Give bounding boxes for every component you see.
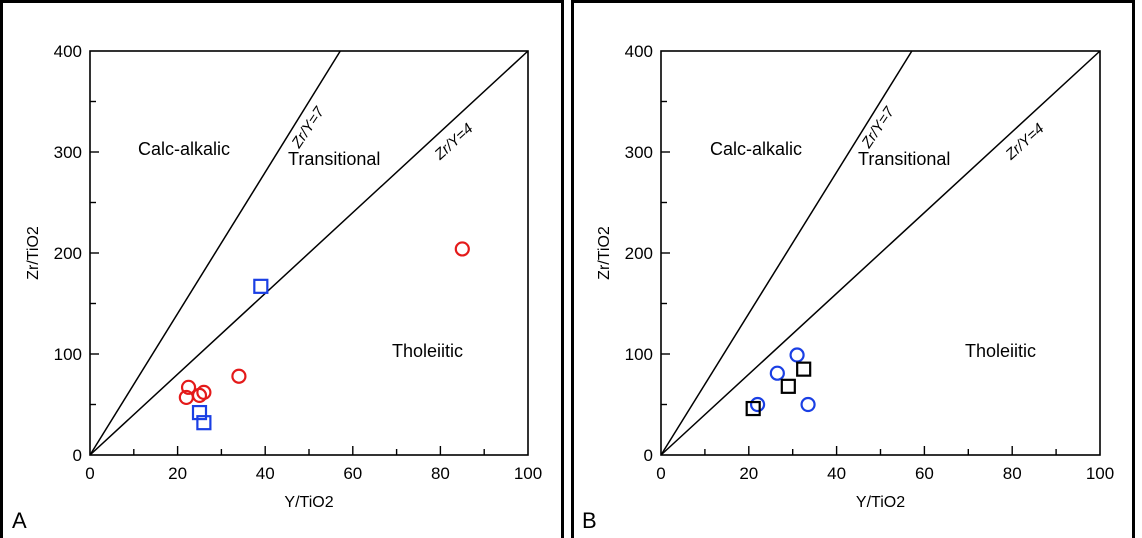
panel-b-data-point-square <box>796 361 812 377</box>
panel-a-y-tick-label: 200 <box>54 244 82 263</box>
panel-a-x-tick-label: 0 <box>85 464 94 483</box>
panel-a-x-tick-label: 20 <box>168 464 187 483</box>
panel-b-data-point-square <box>780 378 796 394</box>
panel-a-data-point-circle <box>196 384 212 400</box>
panel-a-y-tick-label: 100 <box>54 345 82 364</box>
panel-b-x-tick-label: 20 <box>739 464 758 483</box>
panel-b-boundary-label: Zr/Y=4 <box>1002 120 1048 164</box>
panel-a-boundary-label: Zr/Y=7 <box>288 103 328 152</box>
panel-a-plot: 0 20 40 60 80 100 0 100 200 300 400 Y/TiO2 Zr/TiO2 Zr… <box>12 42 542 533</box>
panel-b-x-axis-title: Y/TiO2 <box>856 494 905 511</box>
panel-b-data-point-circle <box>769 365 785 381</box>
panel-a-y-tick-label: 300 <box>54 143 82 162</box>
panel-a-x-axis-title: Y/TiO2 <box>284 494 333 511</box>
panel-b-letter: B <box>582 508 597 533</box>
panel-b-x-tick-label: 60 <box>915 464 934 483</box>
panel-b-boundary-line <box>660 50 913 456</box>
panel-b-y-tick-label: 0 <box>644 446 653 465</box>
panel-a-data-point-square <box>191 404 208 421</box>
panel-b-boundary-line <box>660 50 1101 456</box>
panel-a-x-tick-label: 60 <box>343 464 362 483</box>
panel-a-boundary-line <box>89 50 529 456</box>
panel-b-data-point-circle <box>789 347 805 363</box>
panel-b-y-tick-label: 100 <box>625 345 653 364</box>
panel-a-region-label: Calc-alkalic <box>138 139 230 159</box>
panel-b-x-tick-label: 100 <box>1086 464 1114 483</box>
panel-b-x-tick-label: 40 <box>827 464 846 483</box>
panel-a-boundary-label: Zr/Y=4 <box>431 120 477 164</box>
panel-a-data-point-circle <box>231 368 247 384</box>
panel-a-data-point-square <box>196 415 212 431</box>
panel-b-data-point-circle <box>749 396 766 413</box>
panel-a-region-label: Tholeiitic <box>392 341 463 361</box>
panel-a-y-tick-label: 400 <box>54 42 82 61</box>
panel-a-y-tick-label: 0 <box>73 446 82 465</box>
panel-a-data-point-circle <box>180 379 197 395</box>
panel-b-y-tick-label: 200 <box>625 244 653 263</box>
panel-a-region-label: Transitional <box>288 149 380 169</box>
panel-b-x-tick-label: 80 <box>1003 464 1022 483</box>
panel-b-y-tick-label: 300 <box>625 143 653 162</box>
panel-b-x-tick-label: 0 <box>656 464 665 483</box>
panel-a-letter: A <box>12 508 27 533</box>
panel-b-region-label: Calc-alkalic <box>710 139 802 159</box>
panel-a-x-tick-label: 40 <box>256 464 275 483</box>
panel-b-plot: 0 20 40 60 80 100 0 100 200 300 400 Y/TiO2 Zr/TiO2 Zr… <box>582 42 1114 533</box>
panel-a-data-point-circle <box>454 241 470 257</box>
panel-a-data-point-square <box>253 278 269 294</box>
panel-b-region-label: Transitional <box>858 149 950 169</box>
panel-b-data-point-square <box>745 400 761 417</box>
panel-b-frame <box>571 0 1135 538</box>
panel-a-x-tick-label: 80 <box>431 464 450 483</box>
panel-a-boundary-line <box>89 50 341 456</box>
panel-b-y-tick-label: 400 <box>625 42 653 61</box>
panel-b-y-axis-title: Zr/TiO2 <box>596 226 613 280</box>
panel-b-region-label: Tholeiitic <box>965 341 1036 361</box>
panel-b-data-point-circle <box>800 396 816 413</box>
panel-a-y-axis-title: Zr/TiO2 <box>25 226 42 280</box>
panel-a-x-tick-label: 100 <box>514 464 542 483</box>
panel-a-frame <box>0 0 564 538</box>
